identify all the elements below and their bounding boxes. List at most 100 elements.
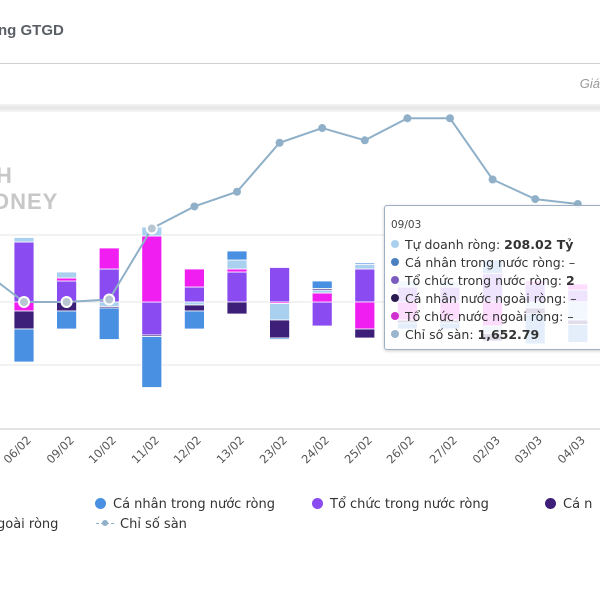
bar-segment[interactable]: [354, 301, 376, 330]
header-divider: [0, 63, 600, 64]
bar-segment[interactable]: [311, 301, 333, 327]
tooltip-label: Tổ chức trong nước ròng:: [405, 273, 566, 288]
index-point[interactable]: [190, 202, 199, 211]
bar-segment[interactable]: [183, 304, 205, 312]
legend-item-ca-nhan-trong-nuoc[interactable]: Cá nhân trong nước ròng: [95, 497, 275, 512]
index-point[interactable]: [488, 175, 497, 184]
x-tick-label: 23/02: [256, 433, 290, 467]
bar-segment[interactable]: [141, 336, 163, 388]
bar-segment[interactable]: [226, 271, 248, 303]
bar-segment[interactable]: [269, 319, 291, 339]
bar-segment[interactable]: [141, 301, 163, 336]
ca-nhan-nuoc-ngoai-dot-icon: [391, 294, 399, 302]
tooltip-row-chi-so-san: Chỉ số sàn: 1,652.79: [391, 327, 539, 342]
x-tick-label: 10/02: [85, 433, 120, 467]
x-tick-label: 13/02: [213, 433, 247, 467]
bar-segment[interactable]: [269, 267, 291, 303]
bar-segment[interactable]: [354, 268, 376, 303]
tooltip-value: 208.02 Tỷ: [504, 237, 574, 252]
tooltip-label: Tổ chức nước ngoài ròng:: [405, 309, 568, 324]
ca-nhan-trong-nuoc-dot-icon: [391, 258, 399, 266]
watermark-line2: ONEY: [0, 189, 59, 214]
x-tick-label: 25/02: [341, 433, 375, 467]
index-point[interactable]: [60, 296, 73, 308]
legend-item-to-chuc-trong-nuoc[interactable]: Tổ chức trong nước ròng: [312, 497, 489, 512]
bar-segment[interactable]: [354, 262, 376, 265]
bar-segment[interactable]: [98, 307, 120, 340]
bar-segment[interactable]: [183, 268, 205, 288]
x-tick-label: 06/02: [0, 433, 34, 467]
index-point[interactable]: [145, 222, 158, 235]
bar-segment[interactable]: [354, 328, 376, 339]
tooltip-value: –: [568, 255, 576, 270]
x-tick-label: 26/02: [383, 433, 418, 467]
tooltip-row-tu-doanh: Tự doanh ròng: 208.02 Tỷ: [391, 237, 573, 252]
index-point[interactable]: [103, 293, 116, 306]
legend-item-ca-nhan-nuoc-ngoai[interactable]: Cá n: [545, 497, 592, 512]
watermark-line1: H: [0, 163, 13, 188]
legend-label: Cá n: [563, 497, 593, 512]
bar-segment[interactable]: [183, 301, 205, 306]
tooltip-row-ca-nhan-nuoc-ngoai: Cá nhân nước ngoài ròng: –: [391, 291, 577, 306]
bar-segment[interactable]: [56, 277, 77, 282]
legend-item-to-chuc-nuoc-ngoai[interactable]: goài ròng: [0, 517, 58, 532]
bar-segment[interactable]: [183, 286, 205, 303]
index-point[interactable]: [275, 138, 284, 147]
index-point[interactable]: [18, 296, 30, 308]
tooltip-label: Chỉ số sàn:: [405, 327, 478, 342]
to-chuc-nuoc-ngoai-dot-icon: [391, 312, 399, 320]
price-label[interactable]: Giá: [579, 76, 600, 91]
tooltip-label: Tự doanh ròng:: [405, 237, 505, 252]
legend-line-icon: [96, 518, 114, 528]
bar-segment[interactable]: [226, 268, 248, 273]
bar-segment[interactable]: [13, 328, 35, 363]
index-point[interactable]: [531, 195, 540, 204]
tooltip-row-ca-nhan-trong-nuoc: Cá nhân trong nước ròng: –: [391, 255, 575, 270]
bar-segment[interactable]: [141, 235, 163, 303]
index-point[interactable]: [360, 136, 369, 145]
legend-label: Tổ chức trong nước ròng: [330, 497, 489, 512]
legend-item-chi-so-san[interactable]: Chỉ số sàn: [96, 517, 187, 532]
bar-segment[interactable]: [311, 289, 333, 294]
tooltip-label: Cá nhân nước ngoài ròng:: [405, 291, 571, 306]
x-tick-label: 03/03: [511, 433, 546, 467]
to-chuc-trong-nuoc-dot-icon: [391, 276, 399, 284]
index-point[interactable]: [403, 114, 412, 123]
x-tick-label: 09/02: [43, 433, 77, 467]
chi-so-san-dot-icon: [391, 330, 399, 338]
bar-segment[interactable]: [98, 247, 120, 270]
bar-segment[interactable]: [226, 259, 248, 270]
tooltip-value: –: [567, 309, 574, 324]
tooltip-row-to-chuc-trong-nuoc: Tổ chức trong nước ròng: 2: [391, 273, 575, 288]
bar-segment[interactable]: [226, 301, 248, 315]
legend-label: Cá nhân trong nước ròng: [113, 497, 275, 512]
x-tick-label: 02/03: [469, 433, 503, 467]
watermark-logo: H ONEY: [0, 163, 58, 215]
legend-dot-icon: [312, 498, 323, 509]
bar-segment[interactable]: [56, 310, 77, 330]
chart-title: ng GTGD: [0, 22, 64, 39]
bar-segment[interactable]: [226, 250, 248, 261]
bar-segment[interactable]: [269, 337, 291, 340]
bar-segment[interactable]: [311, 292, 333, 303]
bar-segment[interactable]: [13, 310, 35, 330]
index-point[interactable]: [318, 124, 327, 133]
bar-segment[interactable]: [13, 237, 35, 243]
bar-segment[interactable]: [311, 280, 333, 289]
bar-segment[interactable]: [183, 310, 205, 330]
bar-segment[interactable]: [56, 271, 77, 279]
index-point[interactable]: [233, 187, 241, 196]
x-tick-label: 27/02: [426, 433, 460, 467]
bar-segment[interactable]: [13, 241, 35, 303]
bar-segment[interactable]: [354, 264, 376, 270]
chart-bottom-border: [0, 428, 600, 430]
bar-segment[interactable]: [269, 303, 291, 321]
x-tick-label: 11/02: [128, 433, 162, 467]
tooltip-value: –: [570, 291, 577, 306]
x-tick-label: 24/02: [298, 433, 333, 467]
legend-label: Chỉ số sàn: [120, 517, 187, 532]
toolbar-band: [0, 104, 600, 112]
x-tick-label: 12/02: [170, 433, 205, 467]
chart-tooltip: 09/03 Tự doanh ròng: 208.02 Tỷ Cá nhân t…: [384, 205, 600, 350]
index-point[interactable]: [446, 114, 454, 123]
